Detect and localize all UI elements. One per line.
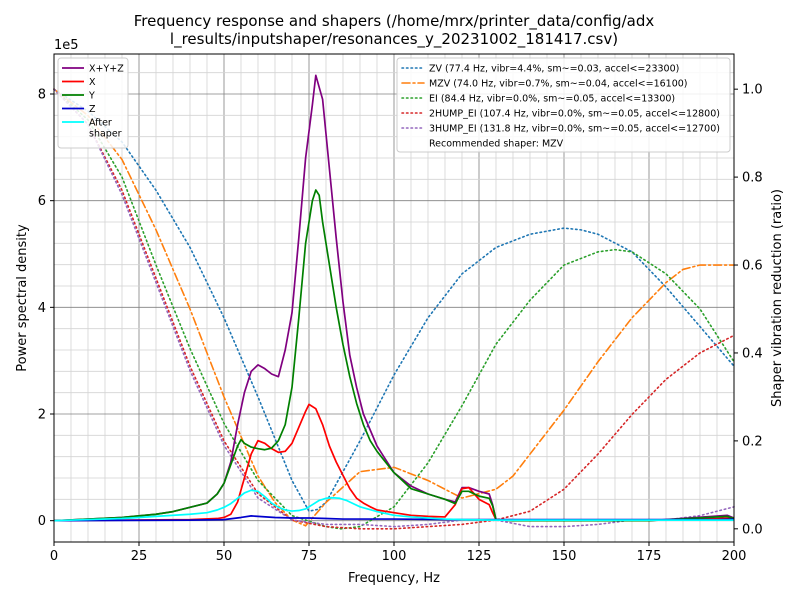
- shaper-line-2hump-ei: [53, 88, 735, 530]
- axis-ticks: 0 25 50 75 100 125 150 175 200 0 2 4 6 8 0.0 0.2 0.4 0.6 0…: [38, 83, 763, 564]
- shaper-line-3hump-ei: [53, 88, 735, 528]
- x-tick-label: 25: [131, 549, 148, 564]
- y2-tick-label: 1.0: [742, 83, 763, 98]
- legend-shaper-label: 2HUMP_EI (107.4 Hz, vibr=0.0%, sm~=0.05,…: [429, 109, 720, 120]
- psd-line-after: [53, 489, 734, 522]
- legend-shaper-label: MZV (74.0 Hz, vibr=0.7%, sm~=0.04, accel…: [429, 79, 688, 90]
- legend-psd-label: Z: [89, 104, 96, 115]
- legend-psd-label: After: [89, 118, 112, 129]
- legend-shaper-label: ZV (77.4 Hz, vibr=4.4%, sm~=0.03, accel<…: [429, 64, 679, 75]
- y2-tick-label: 0.4: [742, 346, 763, 361]
- legend-shaper-label: EI (84.4 Hz, vibr=0.0%, sm~=0.05, accel<…: [429, 94, 675, 105]
- y2-tick-label: 0.6: [742, 259, 763, 274]
- x-tick-label: 0: [50, 549, 58, 564]
- legend-psd-label: X+Y+Z: [89, 64, 124, 75]
- y-tick-label: 8: [38, 88, 46, 103]
- y2-axis-label: Shaper vibration reduction (ratio): [770, 189, 785, 407]
- grid: [53, 54, 735, 543]
- recommended-shaper-note: Recommended shaper: MZV: [429, 139, 564, 150]
- x-tick-label: 75: [301, 549, 318, 564]
- legend-shapers-box: [396, 57, 731, 153]
- shaper-series: [53, 88, 735, 530]
- psd-line-x: [53, 403, 735, 522]
- x-tick-label: 125: [467, 549, 492, 564]
- psd-line-y: [53, 189, 735, 522]
- x-tick-label: 200: [722, 549, 747, 564]
- y-offset-label: 1e5: [54, 38, 79, 53]
- x-tick-label: 50: [216, 549, 233, 564]
- chart-title-line: Frequency response and shapers (/home/mr…: [134, 12, 655, 31]
- y-tick-label: 6: [38, 194, 46, 209]
- y-tick-label: 2: [38, 408, 46, 423]
- y2-tick-label: 0.2: [742, 434, 763, 449]
- y-axis-label: Power spectral density: [15, 224, 30, 372]
- x-tick-label: 175: [637, 549, 662, 564]
- y-tick-label: 0: [38, 514, 46, 529]
- shaper-line-ei: [53, 88, 735, 530]
- y2-tick-label: 0.0: [742, 522, 763, 537]
- y-tick-label: 4: [38, 301, 46, 316]
- legend-shaper-label: 3HUMP_EI (131.8 Hz, vibr=0.0%, sm~=0.05,…: [429, 124, 720, 135]
- y2-tick-label: 0.8: [742, 171, 763, 186]
- psd-series: [53, 74, 735, 522]
- legend-shapers: ZV (77.4 Hz, vibr=4.4%, sm~=0.03, accel<…: [396, 57, 731, 153]
- legend-psd-box: [57, 57, 129, 149]
- x-tick-label: 100: [382, 549, 407, 564]
- legend-psd-label: shaper: [89, 129, 122, 140]
- shaper-line-mzv: [53, 88, 735, 527]
- legend-psd-label: X: [89, 77, 96, 88]
- chart-title-line: l_results/inputshaper/resonances_y_20231…: [170, 30, 618, 49]
- x-tick-label: 150: [552, 549, 577, 564]
- legend-psd-label: Y: [88, 91, 95, 102]
- x-axis-label: Frequency, Hz: [348, 571, 440, 586]
- chart-title: Frequency response and shapers (/home/mr…: [134, 12, 655, 49]
